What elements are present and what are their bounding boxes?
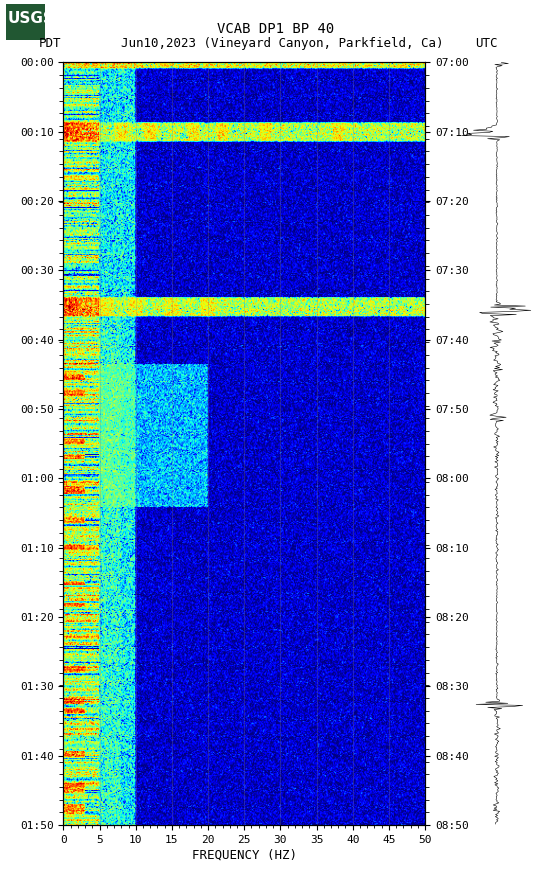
X-axis label: FREQUENCY (HZ): FREQUENCY (HZ) xyxy=(192,849,297,862)
Text: Jun10,2023 (Vineyard Canyon, Parkfield, Ca): Jun10,2023 (Vineyard Canyon, Parkfield, … xyxy=(121,37,444,51)
Text: UTC: UTC xyxy=(475,37,497,51)
Bar xyxy=(6,4,45,40)
Text: VCAB DP1 BP 40: VCAB DP1 BP 40 xyxy=(217,22,335,37)
Text: PDT: PDT xyxy=(39,37,61,51)
Text: USGS: USGS xyxy=(8,11,55,26)
